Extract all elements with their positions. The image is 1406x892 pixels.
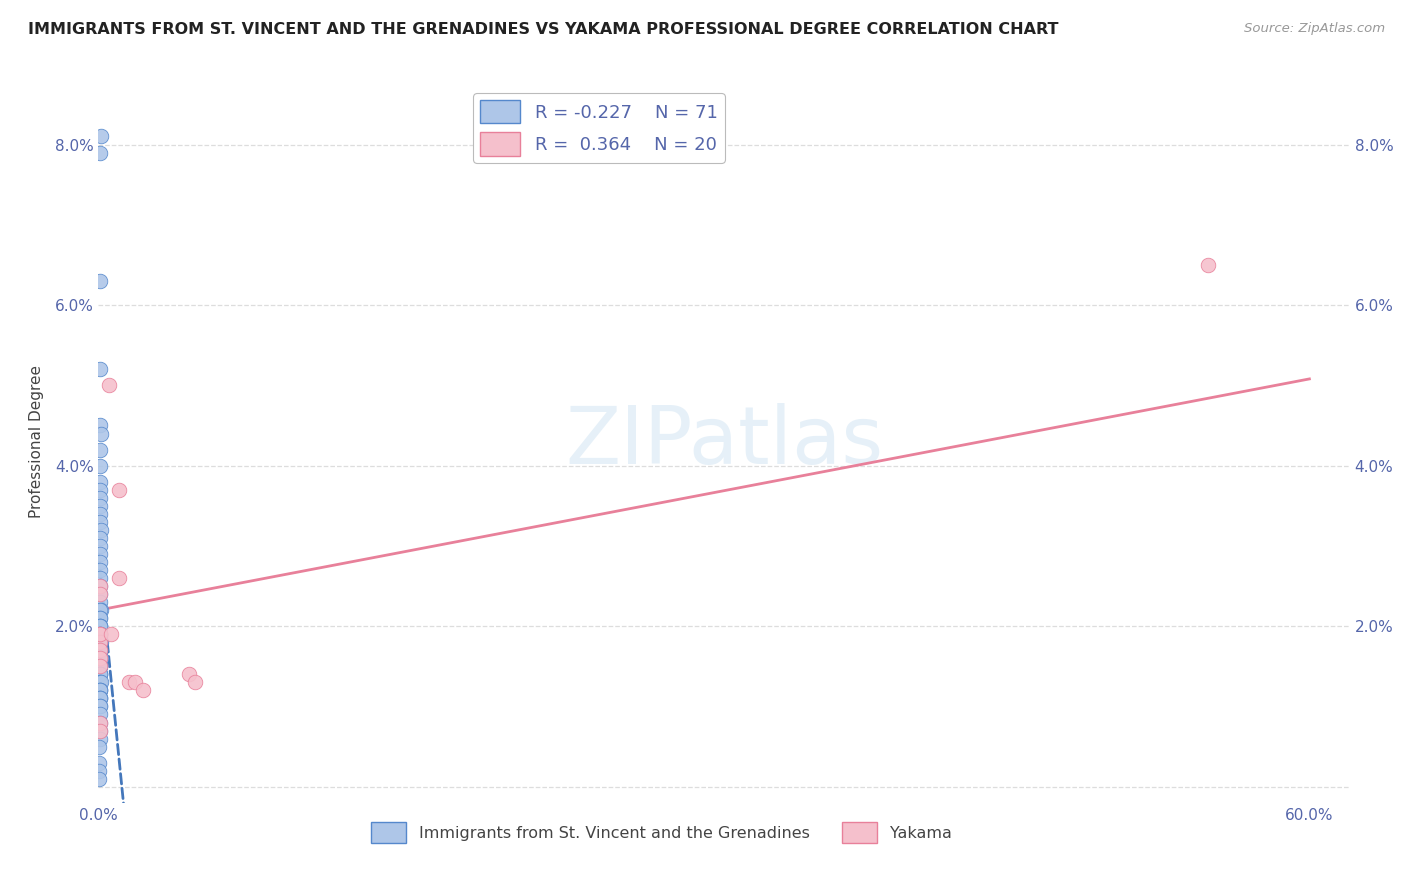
Point (89, 675, 111, 690)
Point (179, 667, 201, 681)
Point (89, 571, 111, 585)
Point (89, 507, 111, 521)
Legend: Immigrants from St. Vincent and the Grenadines, Yakama: Immigrants from St. Vincent and the Gren… (366, 815, 957, 849)
Point (89, 659, 111, 673)
Point (89, 643, 111, 657)
Point (89, 619, 111, 633)
Point (89, 643, 111, 657)
Point (89, 635, 111, 649)
Point (89, 603, 111, 617)
Point (89, 683, 111, 698)
Point (89, 699, 111, 714)
Point (89, 715, 111, 730)
Point (90, 635, 112, 649)
Point (89, 691, 111, 706)
Point (89, 563, 111, 577)
Point (90, 129, 112, 144)
Point (89, 458, 111, 473)
Point (89, 442, 111, 457)
Point (107, 483, 129, 497)
Point (89, 659, 111, 673)
Point (89, 595, 111, 609)
Point (89, 739, 111, 754)
Point (87, 764, 110, 778)
Point (100, 627, 122, 641)
Point (89, 683, 111, 698)
Text: ZIPatlas: ZIPatlas (565, 402, 883, 481)
Point (89, 619, 111, 633)
Point (87, 772, 110, 786)
Point (89, 531, 111, 545)
Point (89, 274, 111, 288)
Point (89, 651, 111, 665)
Point (124, 675, 146, 690)
Point (89, 756, 111, 770)
Point (89, 643, 111, 657)
Point (89, 659, 111, 673)
Point (89, 579, 111, 593)
Point (90, 426, 112, 441)
Point (90, 651, 112, 665)
Point (90, 523, 112, 537)
Point (89, 667, 111, 681)
Point (89, 731, 111, 746)
Point (89, 723, 111, 738)
Point (89, 611, 111, 625)
Point (89, 635, 111, 649)
Point (89, 627, 111, 641)
Point (89, 362, 111, 376)
Point (132, 683, 155, 698)
Point (90, 603, 112, 617)
Point (89, 627, 111, 641)
Point (89, 691, 111, 706)
Point (89, 667, 111, 681)
Point (89, 579, 111, 593)
Point (89, 651, 111, 665)
Point (89, 611, 111, 625)
Point (89, 635, 111, 649)
Point (89, 667, 111, 681)
Point (97, 378, 120, 392)
Point (89, 555, 111, 569)
Point (89, 145, 111, 160)
Point (89, 627, 111, 641)
Point (89, 683, 111, 698)
Point (89, 547, 111, 561)
Point (89, 483, 111, 497)
Point (89, 587, 111, 601)
Point (89, 691, 111, 706)
Point (89, 499, 111, 513)
Point (89, 643, 111, 657)
Point (89, 587, 111, 601)
Point (89, 643, 111, 657)
Text: IMMIGRANTS FROM ST. VINCENT AND THE GRENADINES VS YAKAMA PROFESSIONAL DEGREE COR: IMMIGRANTS FROM ST. VINCENT AND THE GREN… (28, 22, 1059, 37)
Point (89, 619, 111, 633)
Point (89, 651, 111, 665)
Point (89, 723, 111, 738)
Point (89, 515, 111, 529)
Point (184, 675, 207, 690)
Point (89, 627, 111, 641)
Point (89, 491, 111, 505)
Y-axis label: Professional Degree: Professional Degree (28, 365, 44, 518)
Point (90, 675, 112, 690)
Point (89, 699, 111, 714)
Point (89, 715, 111, 730)
Point (89, 475, 111, 489)
Point (89, 707, 111, 722)
Point (89, 675, 111, 690)
Point (89, 659, 111, 673)
Point (89, 539, 111, 553)
Point (118, 675, 141, 690)
Text: Source: ZipAtlas.com: Source: ZipAtlas.com (1244, 22, 1385, 36)
Point (89, 627, 111, 641)
Point (89, 418, 111, 433)
Point (107, 571, 129, 585)
Point (1198, 258, 1220, 272)
Point (89, 635, 111, 649)
Point (89, 659, 111, 673)
